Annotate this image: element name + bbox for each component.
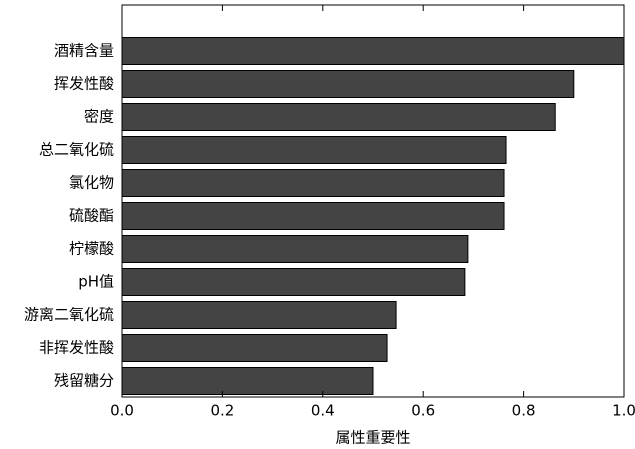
y-tick-label: 非挥发性酸 [39,339,114,357]
x-tick-label: 0.0 [110,402,134,420]
y-tick-label: 酒精含量 [54,42,114,60]
y-tick-label: 挥发性酸 [54,75,114,93]
bar [121,169,505,197]
y-tick-label: 游离二氧化硫 [24,306,114,324]
x-tick-label: 0.4 [311,402,335,420]
x-tick-label: 1.0 [612,402,635,420]
y-tick-label: pH值 [78,273,114,291]
bar [121,301,397,329]
y-tick-label: 氯化物 [69,174,114,192]
bar [121,367,374,395]
bar [121,103,556,131]
bar [121,37,625,65]
x-axis-label: 属性重要性 [335,429,410,447]
bar [121,334,388,362]
bar [121,235,469,263]
y-tick-label: 密度 [84,108,114,126]
bar [121,202,505,230]
y-tick-label: 残留糖分 [54,372,114,390]
y-tick-label: 柠檬酸 [69,240,114,258]
x-tick-label: 0.6 [411,402,435,420]
x-tick-label: 0.8 [512,402,536,420]
bar [121,268,466,296]
y-tick-label: 总二氧化硫 [39,141,114,159]
plot-frame [121,4,625,398]
bar [121,136,507,164]
x-tick-label: 0.2 [210,402,234,420]
y-tick-label: 硫酸酯 [69,207,114,225]
bar [121,70,575,98]
